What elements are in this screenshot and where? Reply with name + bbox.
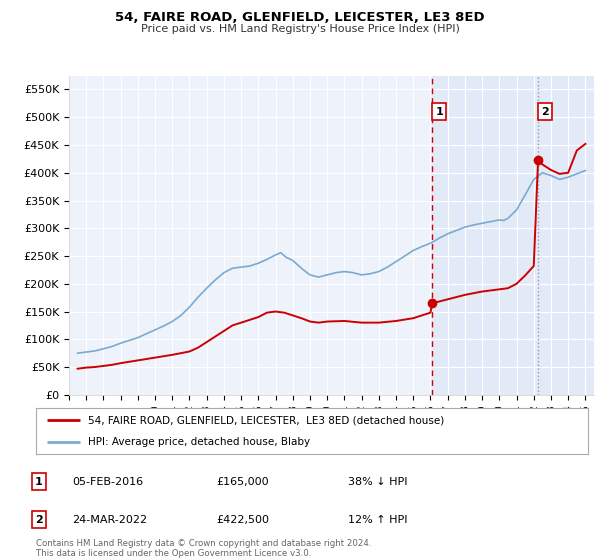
Text: 1: 1 <box>435 107 443 116</box>
Text: 1: 1 <box>35 477 43 487</box>
Bar <box>432 76 594 395</box>
Text: HPI: Average price, detached house, Blaby: HPI: Average price, detached house, Blab… <box>88 437 311 447</box>
Text: 2: 2 <box>541 107 549 116</box>
Text: 54, FAIRE ROAD, GLENFIELD, LEICESTER, LE3 8ED: 54, FAIRE ROAD, GLENFIELD, LEICESTER, LE… <box>115 11 485 24</box>
Text: £165,000: £165,000 <box>216 477 269 487</box>
Text: This data is licensed under the Open Government Licence v3.0.: This data is licensed under the Open Gov… <box>36 549 311 558</box>
Text: 05-FEB-2016: 05-FEB-2016 <box>72 477 143 487</box>
Text: Price paid vs. HM Land Registry's House Price Index (HPI): Price paid vs. HM Land Registry's House … <box>140 24 460 34</box>
Text: 2: 2 <box>35 515 43 525</box>
Text: £422,500: £422,500 <box>216 515 269 525</box>
Text: 38% ↓ HPI: 38% ↓ HPI <box>348 477 407 487</box>
Text: 24-MAR-2022: 24-MAR-2022 <box>72 515 147 525</box>
Text: 12% ↑ HPI: 12% ↑ HPI <box>348 515 407 525</box>
Text: Contains HM Land Registry data © Crown copyright and database right 2024.: Contains HM Land Registry data © Crown c… <box>36 539 371 548</box>
Text: 54, FAIRE ROAD, GLENFIELD, LEICESTER,  LE3 8ED (detached house): 54, FAIRE ROAD, GLENFIELD, LEICESTER, LE… <box>88 415 445 425</box>
